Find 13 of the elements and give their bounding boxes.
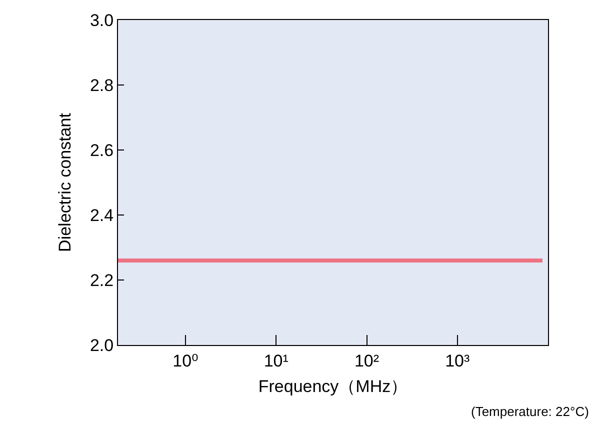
y-tick-label: 2.6: [90, 140, 114, 160]
y-tick-label: 2.0: [90, 336, 114, 355]
y-axis-title: Dielectric constant: [56, 112, 75, 252]
y-tick-label: 2.2: [90, 270, 114, 290]
y-tick-label: 2.4: [90, 206, 114, 225]
text: (Temperature: 22°C): [471, 404, 589, 419]
x-tick-label: 10⁰: [172, 351, 199, 370]
x-axis-title: Frequency（MHz）: [258, 376, 408, 396]
x-tick-label: 10¹: [264, 351, 289, 370]
x-tick-label: 10³: [445, 351, 470, 370]
y-tick-label: 3.0: [90, 10, 114, 30]
y-tick-label: 2.8: [90, 76, 114, 95]
x-tick-label: 10²: [354, 351, 380, 370]
